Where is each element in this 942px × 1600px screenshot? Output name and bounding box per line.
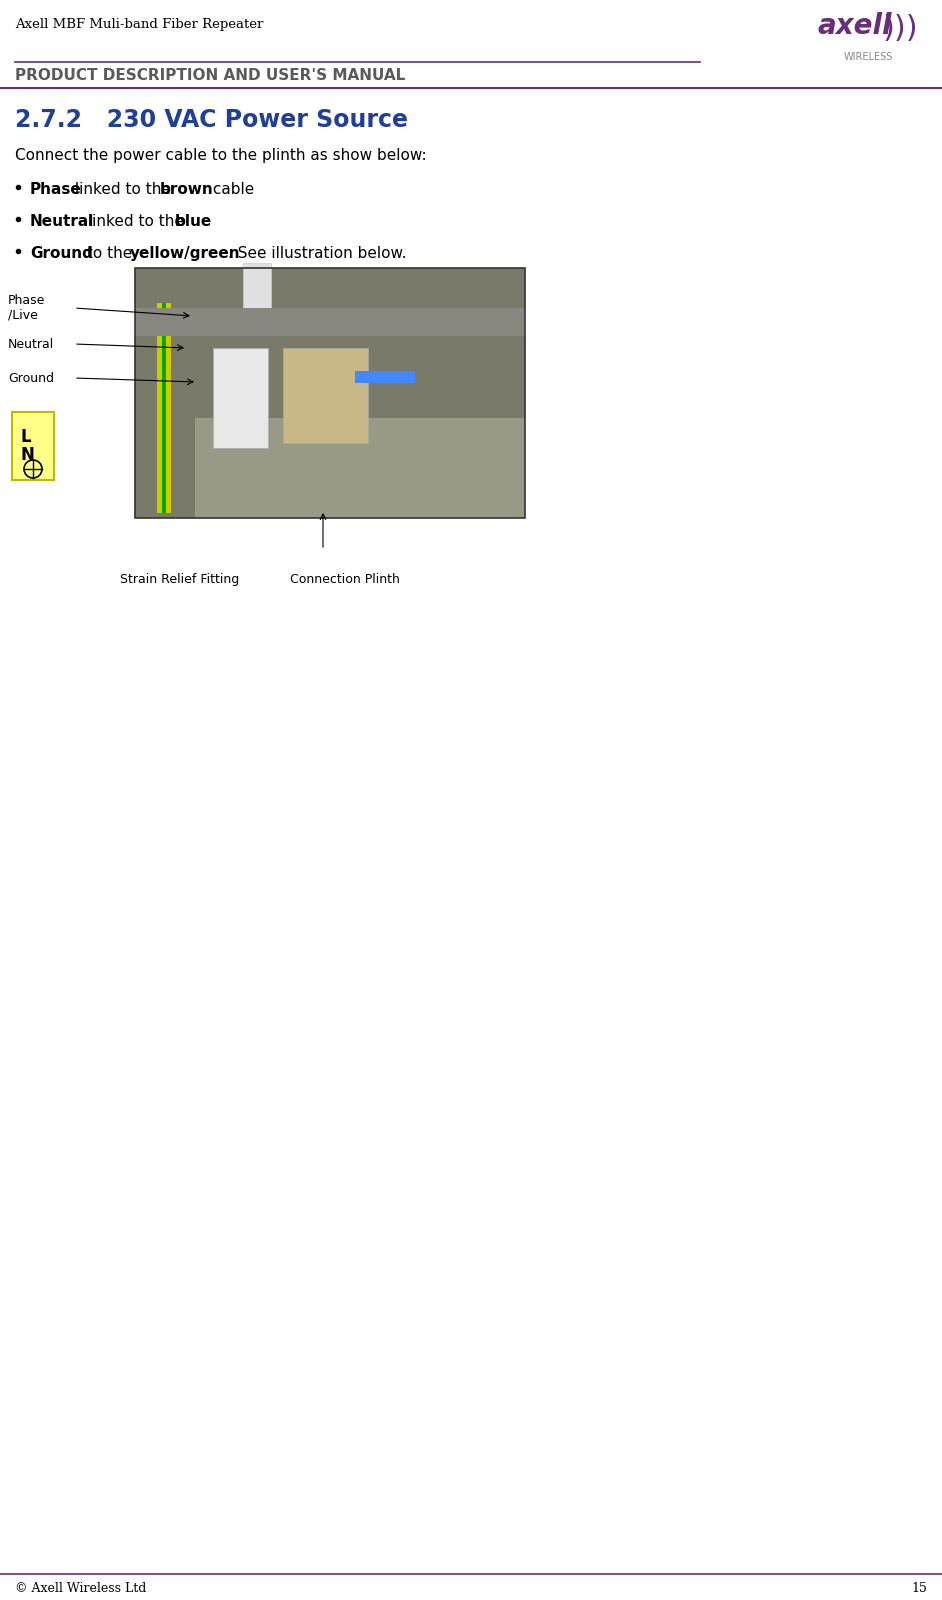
Bar bbox=[355, 371, 415, 382]
Bar bbox=[135, 307, 525, 336]
Bar bbox=[213, 349, 268, 448]
Text: © Axell Wireless Ltd: © Axell Wireless Ltd bbox=[15, 1582, 146, 1595]
Text: 15: 15 bbox=[911, 1582, 927, 1595]
Text: N: N bbox=[21, 446, 35, 464]
Text: PRODUCT DESCRIPTION AND USER'S MANUAL: PRODUCT DESCRIPTION AND USER'S MANUAL bbox=[15, 67, 405, 83]
Text: linked to the: linked to the bbox=[83, 214, 188, 229]
Text: Ground: Ground bbox=[8, 371, 54, 384]
Text: Neutral: Neutral bbox=[30, 214, 94, 229]
Bar bbox=[135, 267, 525, 518]
Text: cable: cable bbox=[208, 182, 254, 197]
Bar bbox=[243, 262, 271, 323]
Text: linked to the: linked to the bbox=[70, 182, 176, 197]
Text: 2.7.2   230 VAC Power Source: 2.7.2 230 VAC Power Source bbox=[15, 109, 408, 133]
Text: yellow/green: yellow/green bbox=[130, 246, 240, 261]
Bar bbox=[135, 267, 525, 518]
Bar bbox=[162, 302, 166, 514]
Text: Phase
/Live: Phase /Live bbox=[8, 294, 45, 322]
Text: Strain Relief Fitting: Strain Relief Fitting bbox=[121, 573, 239, 586]
Text: Phase: Phase bbox=[30, 182, 82, 197]
Text: Neutral: Neutral bbox=[8, 338, 55, 350]
Bar bbox=[283, 349, 368, 443]
Text: blue: blue bbox=[175, 214, 212, 229]
Text: WIRELESS: WIRELESS bbox=[843, 51, 893, 62]
Text: . See illustration below.: . See illustration below. bbox=[228, 246, 407, 261]
Text: ))): ))) bbox=[883, 14, 918, 43]
Bar bbox=[12, 411, 54, 480]
Text: Axell MBF Muli-band Fiber Repeater: Axell MBF Muli-band Fiber Repeater bbox=[15, 18, 264, 30]
Text: Ground: Ground bbox=[30, 246, 93, 261]
Text: Connection Plinth: Connection Plinth bbox=[290, 573, 400, 586]
Text: brown: brown bbox=[160, 182, 214, 197]
Bar bbox=[195, 418, 525, 518]
Text: Connect the power cable to the plinth as show below:: Connect the power cable to the plinth as… bbox=[15, 149, 427, 163]
Bar bbox=[157, 302, 171, 514]
Text: axell: axell bbox=[818, 11, 892, 40]
Text: to the: to the bbox=[82, 246, 138, 261]
Text: L: L bbox=[21, 427, 32, 446]
